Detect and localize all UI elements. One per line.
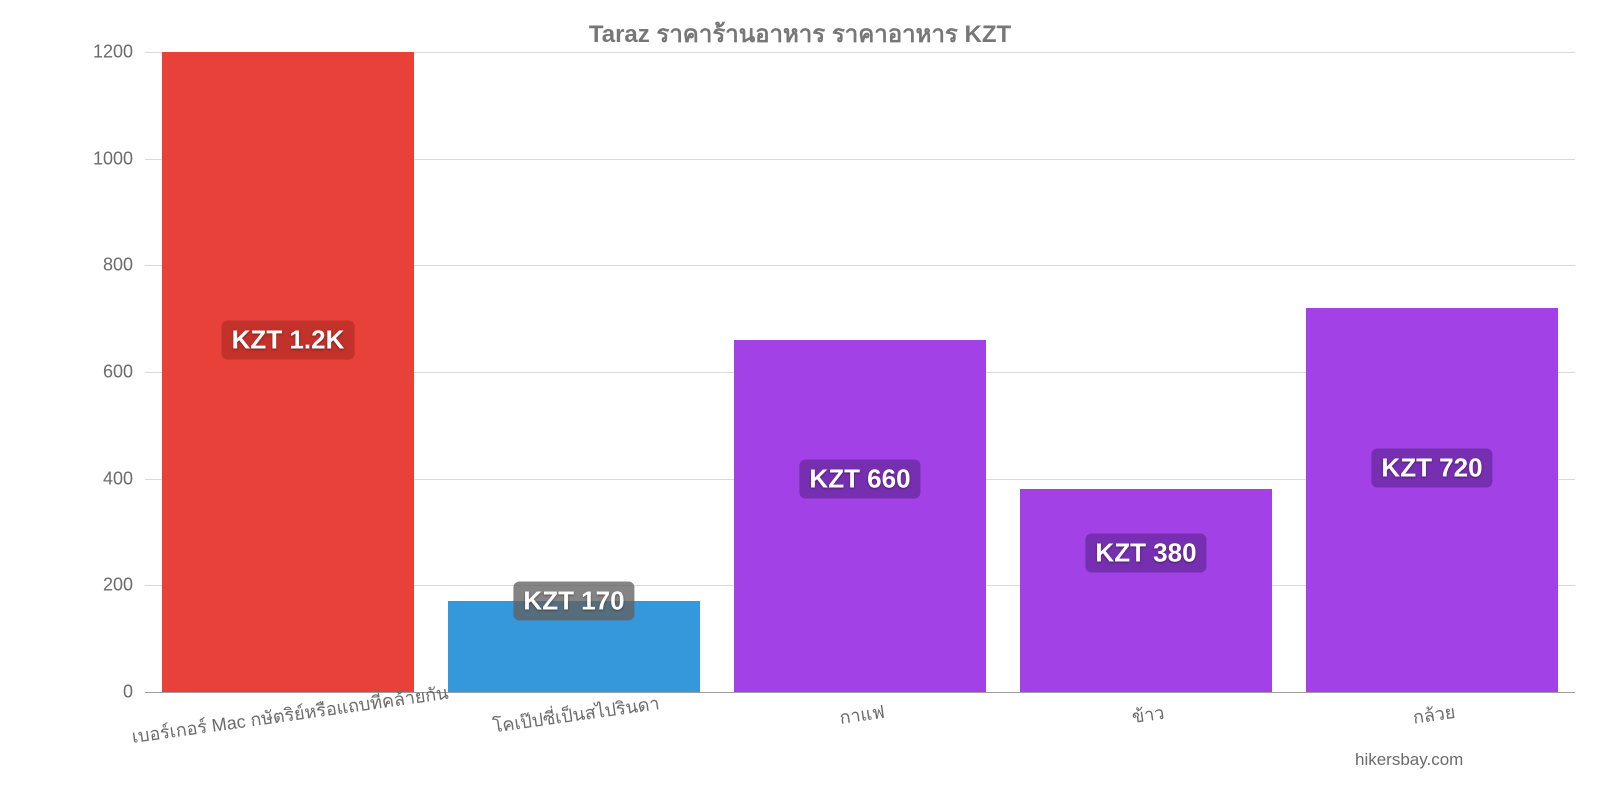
y-tick-label: 600 (73, 362, 133, 383)
x-tick-label: ข้าว (1130, 698, 1166, 731)
chart-title: Taraz ราคาร้านอาหาร ราคาอาหาร KZT (0, 0, 1600, 53)
value-badge: KZT 1.2K (222, 321, 355, 360)
bar (1306, 308, 1558, 692)
y-tick-label: 400 (73, 468, 133, 489)
x-tick-label: กล้วย (1411, 697, 1457, 732)
bar (162, 52, 414, 692)
value-badge: KZT 380 (1085, 534, 1206, 573)
value-badge: KZT 720 (1371, 449, 1492, 488)
y-tick-label: 200 (73, 575, 133, 596)
bar (734, 340, 986, 692)
attribution: hikersbay.com (1355, 750, 1463, 770)
price-chart: Taraz ราคาร้านอาหาร ราคาอาหาร KZT 020040… (0, 0, 1600, 800)
plot-area: 020040060080010001200KZT 1.2Kเบอร์เกอร์ … (145, 52, 1575, 692)
value-badge: KZT 660 (799, 459, 920, 498)
y-tick-label: 1000 (73, 148, 133, 169)
x-tick-label: กาแฟ (838, 697, 887, 732)
bar (1020, 489, 1272, 692)
y-tick-label: 800 (73, 255, 133, 276)
y-tick-label: 0 (73, 682, 133, 703)
value-badge: KZT 170 (513, 582, 634, 621)
y-tick-label: 1200 (73, 42, 133, 63)
x-tick-label: โคเป๊ปซี่เป็นสไปรินดา (491, 688, 661, 740)
